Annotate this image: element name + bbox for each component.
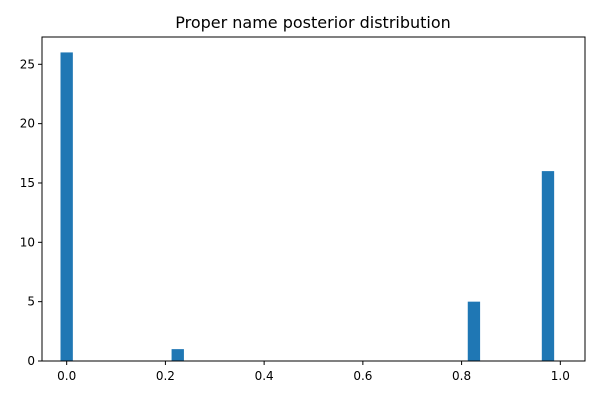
x-tick-label: 0.6 [353, 369, 372, 383]
x-axis: 0.0 0.2 0.4 0.6 0.8 1.0 [57, 361, 570, 383]
plot-frame [41, 36, 586, 362]
chart-title: Proper name posterior distribution [175, 13, 451, 32]
histogram-bar [541, 171, 555, 361]
y-tick-label: 5 [27, 295, 35, 309]
histogram-bar [60, 52, 73, 362]
x-tick-label: 0.8 [452, 369, 471, 383]
x-tick-label: 0.0 [57, 369, 76, 383]
y-tick-label: 15 [20, 176, 35, 190]
histogram-bar [467, 301, 481, 361]
x-tick-label: 1.0 [551, 369, 570, 383]
histogram-bar [171, 349, 184, 361]
x-tick-label: 0.4 [255, 369, 274, 383]
x-tick-label: 0.2 [156, 369, 175, 383]
y-tick-label: 0 [27, 354, 35, 368]
y-tick-label: 25 [20, 57, 35, 71]
y-axis: 0 5 10 15 20 25 [20, 57, 42, 368]
y-tick-label: 10 [20, 235, 35, 249]
bars-layer [60, 52, 555, 362]
y-tick-label: 20 [20, 117, 35, 131]
